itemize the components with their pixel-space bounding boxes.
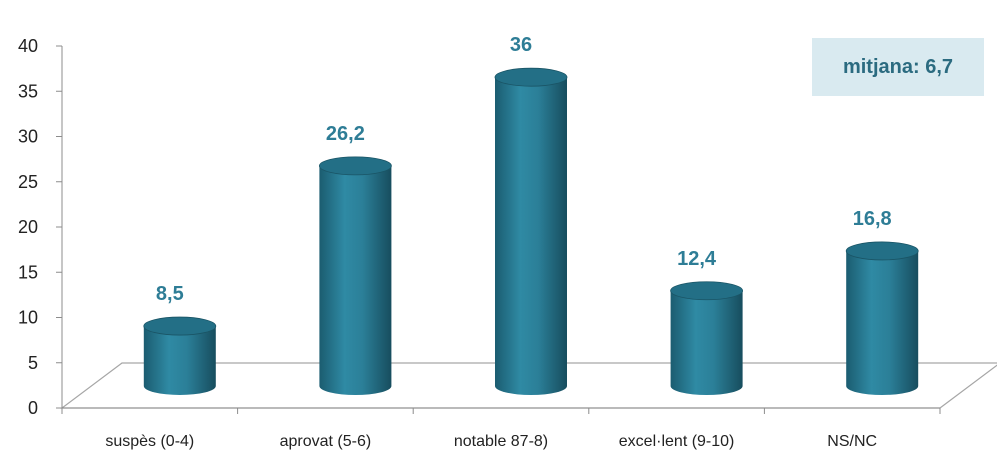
bar [494,67,568,395]
y-tick-label: 20 [18,217,38,237]
bar [670,281,743,395]
data-label: 16,8 [853,208,892,230]
y-tick-label: 5 [28,353,38,373]
bar [143,316,217,395]
y-tick-label: 15 [18,262,38,282]
data-label: 36 [510,34,532,56]
bar [318,156,392,395]
category-label: suspès (0-4) [105,433,194,450]
y-tick-label: 35 [18,81,38,101]
data-label: 8,5 [156,283,184,305]
data-label: 12,4 [677,248,717,270]
bar-body [846,250,919,395]
chart-axes: 0 5 10 15 20 25 30 35 40 [18,36,941,418]
mean-annotation: mitjana: 6,7 [812,38,984,96]
y-tick-label: 30 [18,127,38,147]
chart-bars [143,67,919,395]
bar-body [319,165,392,395]
bar [845,241,919,395]
category-label: excel·lent (9-10) [619,433,735,450]
y-tick-label: 40 [18,36,38,56]
bar-body [495,77,567,395]
y-tick-label: 25 [18,172,38,192]
bar-top [494,67,568,87]
category-label: notable 87-8) [454,433,548,450]
chart-labels: 8,5 suspès (0-4) 26,2 aprovat (5-6) 36 notabl… [105,34,891,450]
bar-top [845,241,919,261]
y-tick-label: 0 [28,398,38,418]
bar-top [143,316,217,336]
bar-body [670,290,743,395]
data-label: 26,2 [326,123,365,145]
category-label: NS/NC [827,433,877,450]
bar-top [670,281,743,301]
bar-body [143,326,216,395]
bar-top [318,156,392,176]
category-label: aprovat (5-6) [280,433,372,450]
y-tick-label: 10 [18,308,38,328]
